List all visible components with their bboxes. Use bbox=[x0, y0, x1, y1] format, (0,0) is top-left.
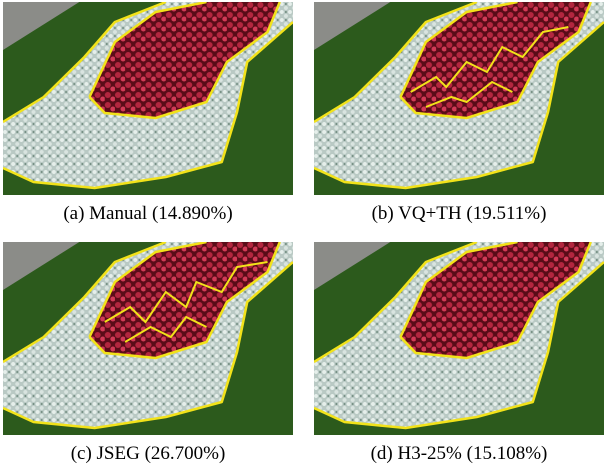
image bbox=[3, 2, 293, 195]
segmentation-image bbox=[3, 242, 293, 435]
image bbox=[314, 242, 604, 435]
segmentation-image bbox=[314, 2, 604, 195]
panel: (a) Manual (14.890%) bbox=[3, 2, 293, 225]
image bbox=[3, 242, 293, 435]
caption: (c) JSEG (26.700%) bbox=[3, 443, 293, 465]
panel: (d) H3-25% (15.108%) bbox=[314, 242, 604, 465]
segmentation-image bbox=[3, 2, 293, 195]
panel: (b) VQ+TH (19.511%) bbox=[314, 2, 604, 225]
caption: (a) Manual (14.890%) bbox=[3, 203, 293, 225]
caption: (b) VQ+TH (19.511%) bbox=[314, 203, 604, 225]
segmentation-image bbox=[314, 242, 604, 435]
panel: (c) JSEG (26.700%) bbox=[3, 242, 293, 465]
figure: (a) Manual (14.890%) (b) VQ+TH (19.511%)… bbox=[0, 0, 606, 472]
caption: (d) H3-25% (15.108%) bbox=[314, 443, 604, 465]
